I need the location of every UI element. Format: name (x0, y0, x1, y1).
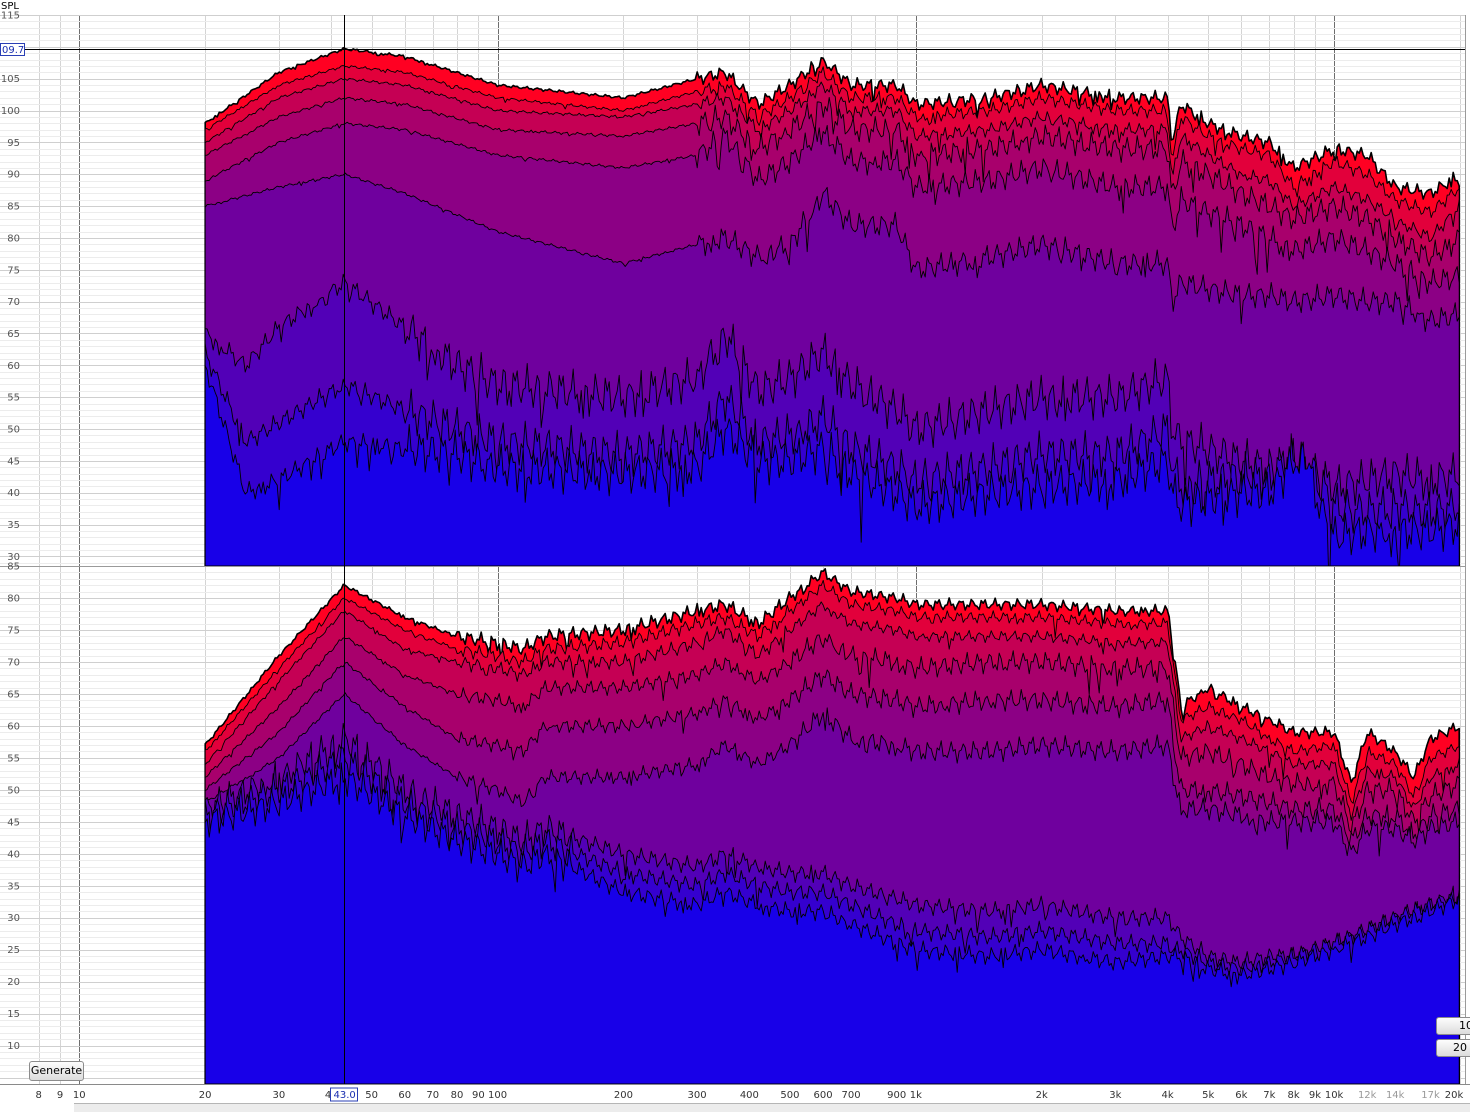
x-tick-label: 600 (813, 1090, 832, 1101)
x-tick-label: 300 (688, 1090, 707, 1101)
x-tick-label: 500 (780, 1090, 799, 1101)
y-tick-label-bottom: 40 (7, 849, 20, 860)
y-tick-label-bottom: 75 (7, 625, 20, 636)
y-tick-label-top: 90 (7, 170, 20, 181)
generate-button[interactable]: Generate (29, 1061, 84, 1081)
y-tick-label-top: 85 (7, 202, 20, 213)
x-tick-label: 400 (740, 1090, 759, 1101)
x-tick-label: 80 (451, 1090, 464, 1101)
y-tick-label-top: 50 (7, 425, 20, 436)
y-tick-label-bottom: 55 (7, 753, 20, 764)
x-tick-label: 4 (325, 1090, 331, 1101)
y-tick-label-top: 80 (7, 233, 20, 244)
x-tick-label: 70 (426, 1090, 439, 1101)
level-readout: 09.7 (2, 45, 24, 56)
y-tick-label-top: 35 (7, 520, 20, 531)
y-tick-label-bottom: 50 (7, 785, 20, 796)
waterfall-slice-9 (204, 365, 1460, 566)
top-waterfall-areas (204, 46, 1460, 566)
x-tick-label: 20 (199, 1090, 212, 1101)
y-tick-label-top: 70 (7, 297, 20, 308)
x-tick-label: 5k (1202, 1090, 1214, 1101)
y-tick-label-bottom: 45 (7, 817, 20, 828)
y-tick-label-bottom: 10 (7, 1041, 20, 1052)
y-tick-label-bottom: 70 (7, 657, 20, 668)
y-tick-label-bottom: 25 (7, 945, 20, 956)
x-tick-label: 10 (73, 1090, 86, 1101)
y-tick-label-top: 75 (7, 265, 20, 276)
x-tick-label: 9 (57, 1090, 63, 1101)
y-axis-label: SPL (1, 1, 19, 12)
x-tick-label: 12k (1358, 1090, 1377, 1101)
x-tick-label: 30 (272, 1090, 285, 1101)
x-tick-label: 17k (1421, 1090, 1440, 1101)
x-tick-label: 20k (1445, 1090, 1464, 1101)
y-tick-label-top: 45 (7, 456, 20, 467)
y-tick-label-top: 60 (7, 361, 20, 372)
y-tick-label-top: 95 (7, 138, 20, 149)
x-tick-label: 2k (1036, 1090, 1048, 1101)
x-tick-label: 6k (1235, 1090, 1247, 1101)
y-tick-label-top: 30 (7, 552, 20, 563)
x-tick-label: 10k (1325, 1090, 1344, 1101)
frequency-readout-box (330, 1087, 358, 1102)
x-tick-label: 90 (472, 1090, 485, 1101)
level-readout-box (0, 43, 25, 56)
waterfall-slice-9 (204, 762, 1460, 1084)
frequency-readout: 43.0 (334, 1090, 356, 1101)
x-tick-label: 7k (1263, 1090, 1275, 1101)
x-tick-label: 8k (1287, 1090, 1299, 1101)
y-tick-label-top: 100 (1, 106, 20, 117)
crosshair-cursor[interactable]: 09.7 43.0 (0, 15, 1465, 1102)
x-tick-label: 60 (398, 1090, 411, 1101)
y-tick-label-bottom: 20 (7, 977, 20, 988)
x-tick-label: 4k (1162, 1090, 1174, 1101)
bottom-waterfall-areas (204, 568, 1460, 1084)
x-tick-label: 3k (1109, 1090, 1121, 1101)
x-tick-label: 8 (36, 1090, 42, 1101)
y-tick-label-bottom: 15 (7, 1009, 20, 1020)
y-tick-label-bottom: 85 (7, 562, 20, 573)
x-axis-tick-labels: 8 9 10 20 30 4 50 60 70 80 90 100 200 300 400 500 600 700… (36, 1090, 1464, 1101)
y-tick-label-bottom: 35 (7, 881, 20, 892)
y-tick-label-top: 40 (7, 488, 20, 499)
x-tick-label: 1k (910, 1090, 922, 1101)
y-tick-label-bottom: 80 (7, 593, 20, 604)
y-tick-label-top: 65 (7, 329, 20, 340)
y-axis-tick-labels: 1151051009590858075706560555045403530858… (1, 11, 20, 1053)
side-button-20[interactable]: 20 (1436, 1039, 1470, 1057)
y-tick-label-bottom: 30 (7, 913, 20, 924)
x-tick-label: 9k (1309, 1090, 1321, 1101)
x-tick-label: 14k (1386, 1090, 1405, 1101)
y-tick-label-top: 55 (7, 393, 20, 404)
x-tick-label: 700 (841, 1090, 860, 1101)
side-button-10[interactable]: 10 (1436, 1017, 1470, 1035)
x-tick-label: 50 (365, 1090, 378, 1101)
x-tick-label: 900 (887, 1090, 906, 1101)
y-tick-label-top: 105 (1, 74, 20, 85)
x-tick-label: 200 (614, 1090, 633, 1101)
y-tick-label-bottom: 60 (7, 721, 20, 732)
y-tick-label-top: 115 (1, 11, 20, 22)
y-tick-label-bottom: 65 (7, 689, 20, 700)
x-tick-label: 100 (488, 1090, 507, 1101)
horizontal-scrollbar[interactable] (74, 1103, 1470, 1112)
